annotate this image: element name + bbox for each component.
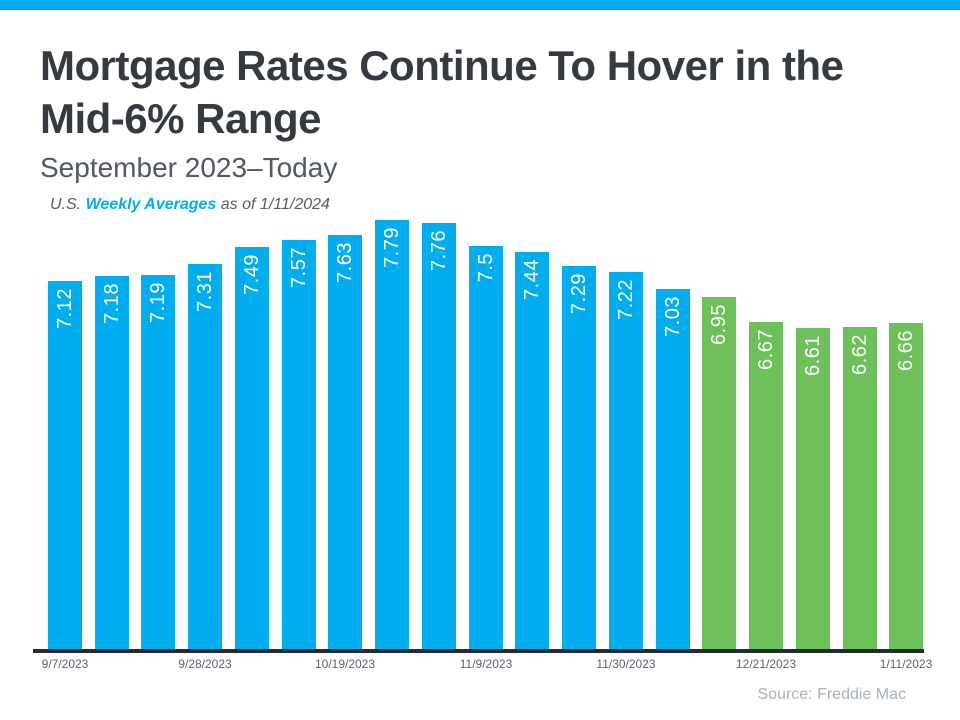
x-axis-tick-label: 10/19/2023 xyxy=(314,657,376,671)
x-axis-tick-label: 1/11/2023 xyxy=(879,657,933,671)
bar: 7.5 xyxy=(469,246,503,649)
bar-value-label: 7.57 xyxy=(287,247,310,288)
x-axis-tick-label: 9/7/2023 xyxy=(41,657,89,671)
bar: 7.22 xyxy=(609,272,643,649)
bar: 7.57 xyxy=(282,240,316,649)
bar-value-label: 7.31 xyxy=(193,271,216,312)
bar-value-label: 7.22 xyxy=(614,279,637,320)
bar: 7.49 xyxy=(235,247,269,649)
bar-value-label: 7.5 xyxy=(474,253,497,283)
bar: 7.76 xyxy=(422,223,456,649)
bar: 7.31 xyxy=(188,264,222,649)
bar: 7.63 xyxy=(328,235,362,649)
x-axis-tick-label: 12/21/2023 xyxy=(735,657,797,671)
note-prefix: U.S. xyxy=(50,195,82,213)
source-credit: Source: Freddie Mac xyxy=(757,686,906,703)
page-title: Mortgage Rates Continue To Hover in the … xyxy=(40,42,844,142)
bar: 7.44 xyxy=(515,252,549,649)
x-axis-tick-label: 11/30/2023 xyxy=(596,657,656,671)
bar: 7.19 xyxy=(141,275,175,649)
bar-value-label: 7.63 xyxy=(333,242,356,283)
bar: 7.29 xyxy=(562,266,596,649)
bar: 6.61 xyxy=(796,328,830,649)
bar-value-label: 7.49 xyxy=(240,254,263,295)
bar: 6.62 xyxy=(843,327,877,649)
bar: 6.95 xyxy=(702,297,736,649)
bar-value-label: 6.61 xyxy=(801,335,824,376)
bar-value-label: 7.44 xyxy=(520,259,543,300)
x-axis-tick-label: 9/28/2023 xyxy=(178,657,232,671)
top-accent-bar xyxy=(0,0,960,10)
bar: 7.03 xyxy=(656,289,690,649)
subtitle: September 2023–Today xyxy=(40,151,338,183)
x-axis-line xyxy=(33,649,924,653)
note: U.S. Weekly Averages as of 1/11/2024 xyxy=(50,196,930,214)
bar: 7.79 xyxy=(375,220,409,649)
bar-value-label: 6.66 xyxy=(894,330,917,371)
bar: 6.67 xyxy=(749,322,783,649)
x-axis-tick-label: 11/9/2023 xyxy=(459,657,513,671)
note-suffix: as of 1/11/2024 xyxy=(220,195,330,213)
bar-value-label: 7.76 xyxy=(427,230,450,271)
bar-value-label: 6.95 xyxy=(707,304,730,345)
bar-value-label: 6.62 xyxy=(848,334,871,375)
bar-value-label: 7.03 xyxy=(661,296,684,337)
bar: 6.66 xyxy=(889,323,923,649)
bar-value-label: 7.79 xyxy=(380,227,403,268)
note-link[interactable]: Weekly Averages xyxy=(85,195,217,213)
bar-value-label: 6.67 xyxy=(754,329,777,370)
bar-value-label: 7.19 xyxy=(146,282,169,323)
bar-value-label: 7.12 xyxy=(53,288,76,329)
bar: 7.12 xyxy=(48,281,82,649)
bar-value-label: 7.29 xyxy=(567,273,590,314)
bar-value-label: 7.18 xyxy=(100,283,123,324)
header: Mortgage Rates Continue To Hover in the … xyxy=(40,40,930,214)
bar: 7.18 xyxy=(95,276,129,649)
